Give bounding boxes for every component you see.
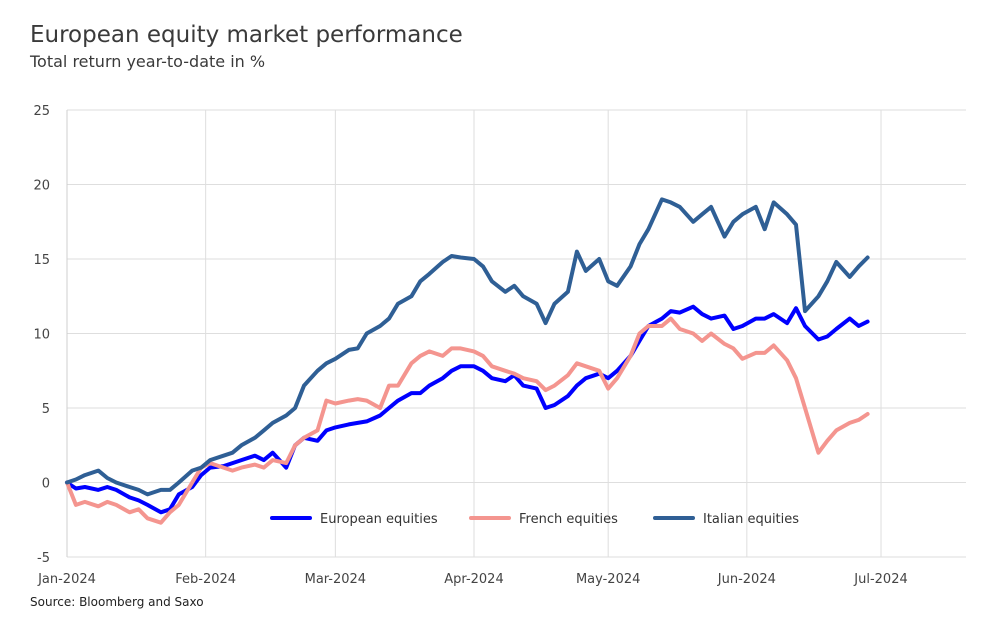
y-axis: -5 0 5 10 15 20 25	[33, 104, 50, 566]
y-tick-label: 5	[42, 402, 50, 417]
source-note: Source: Bloomberg and Saxo	[30, 595, 204, 609]
y-tick-label: 25	[33, 104, 50, 119]
x-axis: Jan-2024 Feb-2024 Mar-2024 Apr-2024 May-2024…	[37, 572, 908, 587]
chart-subtitle: Total return year-to-date in %	[30, 52, 266, 71]
y-tick-label: 10	[33, 328, 50, 343]
x-tick-label: Feb-2024	[175, 572, 236, 587]
legend-label: French equities	[519, 512, 618, 527]
chart-title: European equity market performance	[30, 22, 463, 48]
legend-label: Italian equities	[703, 512, 799, 527]
legend: European equities French equities Italian …	[270, 512, 799, 527]
series-line-0	[65, 304, 870, 515]
series-lines	[65, 197, 870, 525]
x-tick-label: Mar-2024	[305, 572, 366, 587]
series-line-2	[65, 197, 870, 497]
x-tick-label: Jan-2024	[37, 572, 96, 587]
x-tick-label: May-2024	[576, 572, 640, 587]
y-tick-label: 20	[33, 179, 50, 194]
y-tick-label: 0	[42, 477, 50, 492]
x-tick-label: Apr-2024	[444, 572, 503, 587]
legend-label: European equities	[320, 512, 438, 527]
series-line-1	[65, 316, 870, 525]
y-tick-label: 15	[33, 253, 50, 268]
y-tick-label: -5	[37, 551, 50, 566]
x-tick-label: Jul-2024	[853, 572, 907, 587]
x-tick-label: Jun-2024	[717, 572, 776, 587]
